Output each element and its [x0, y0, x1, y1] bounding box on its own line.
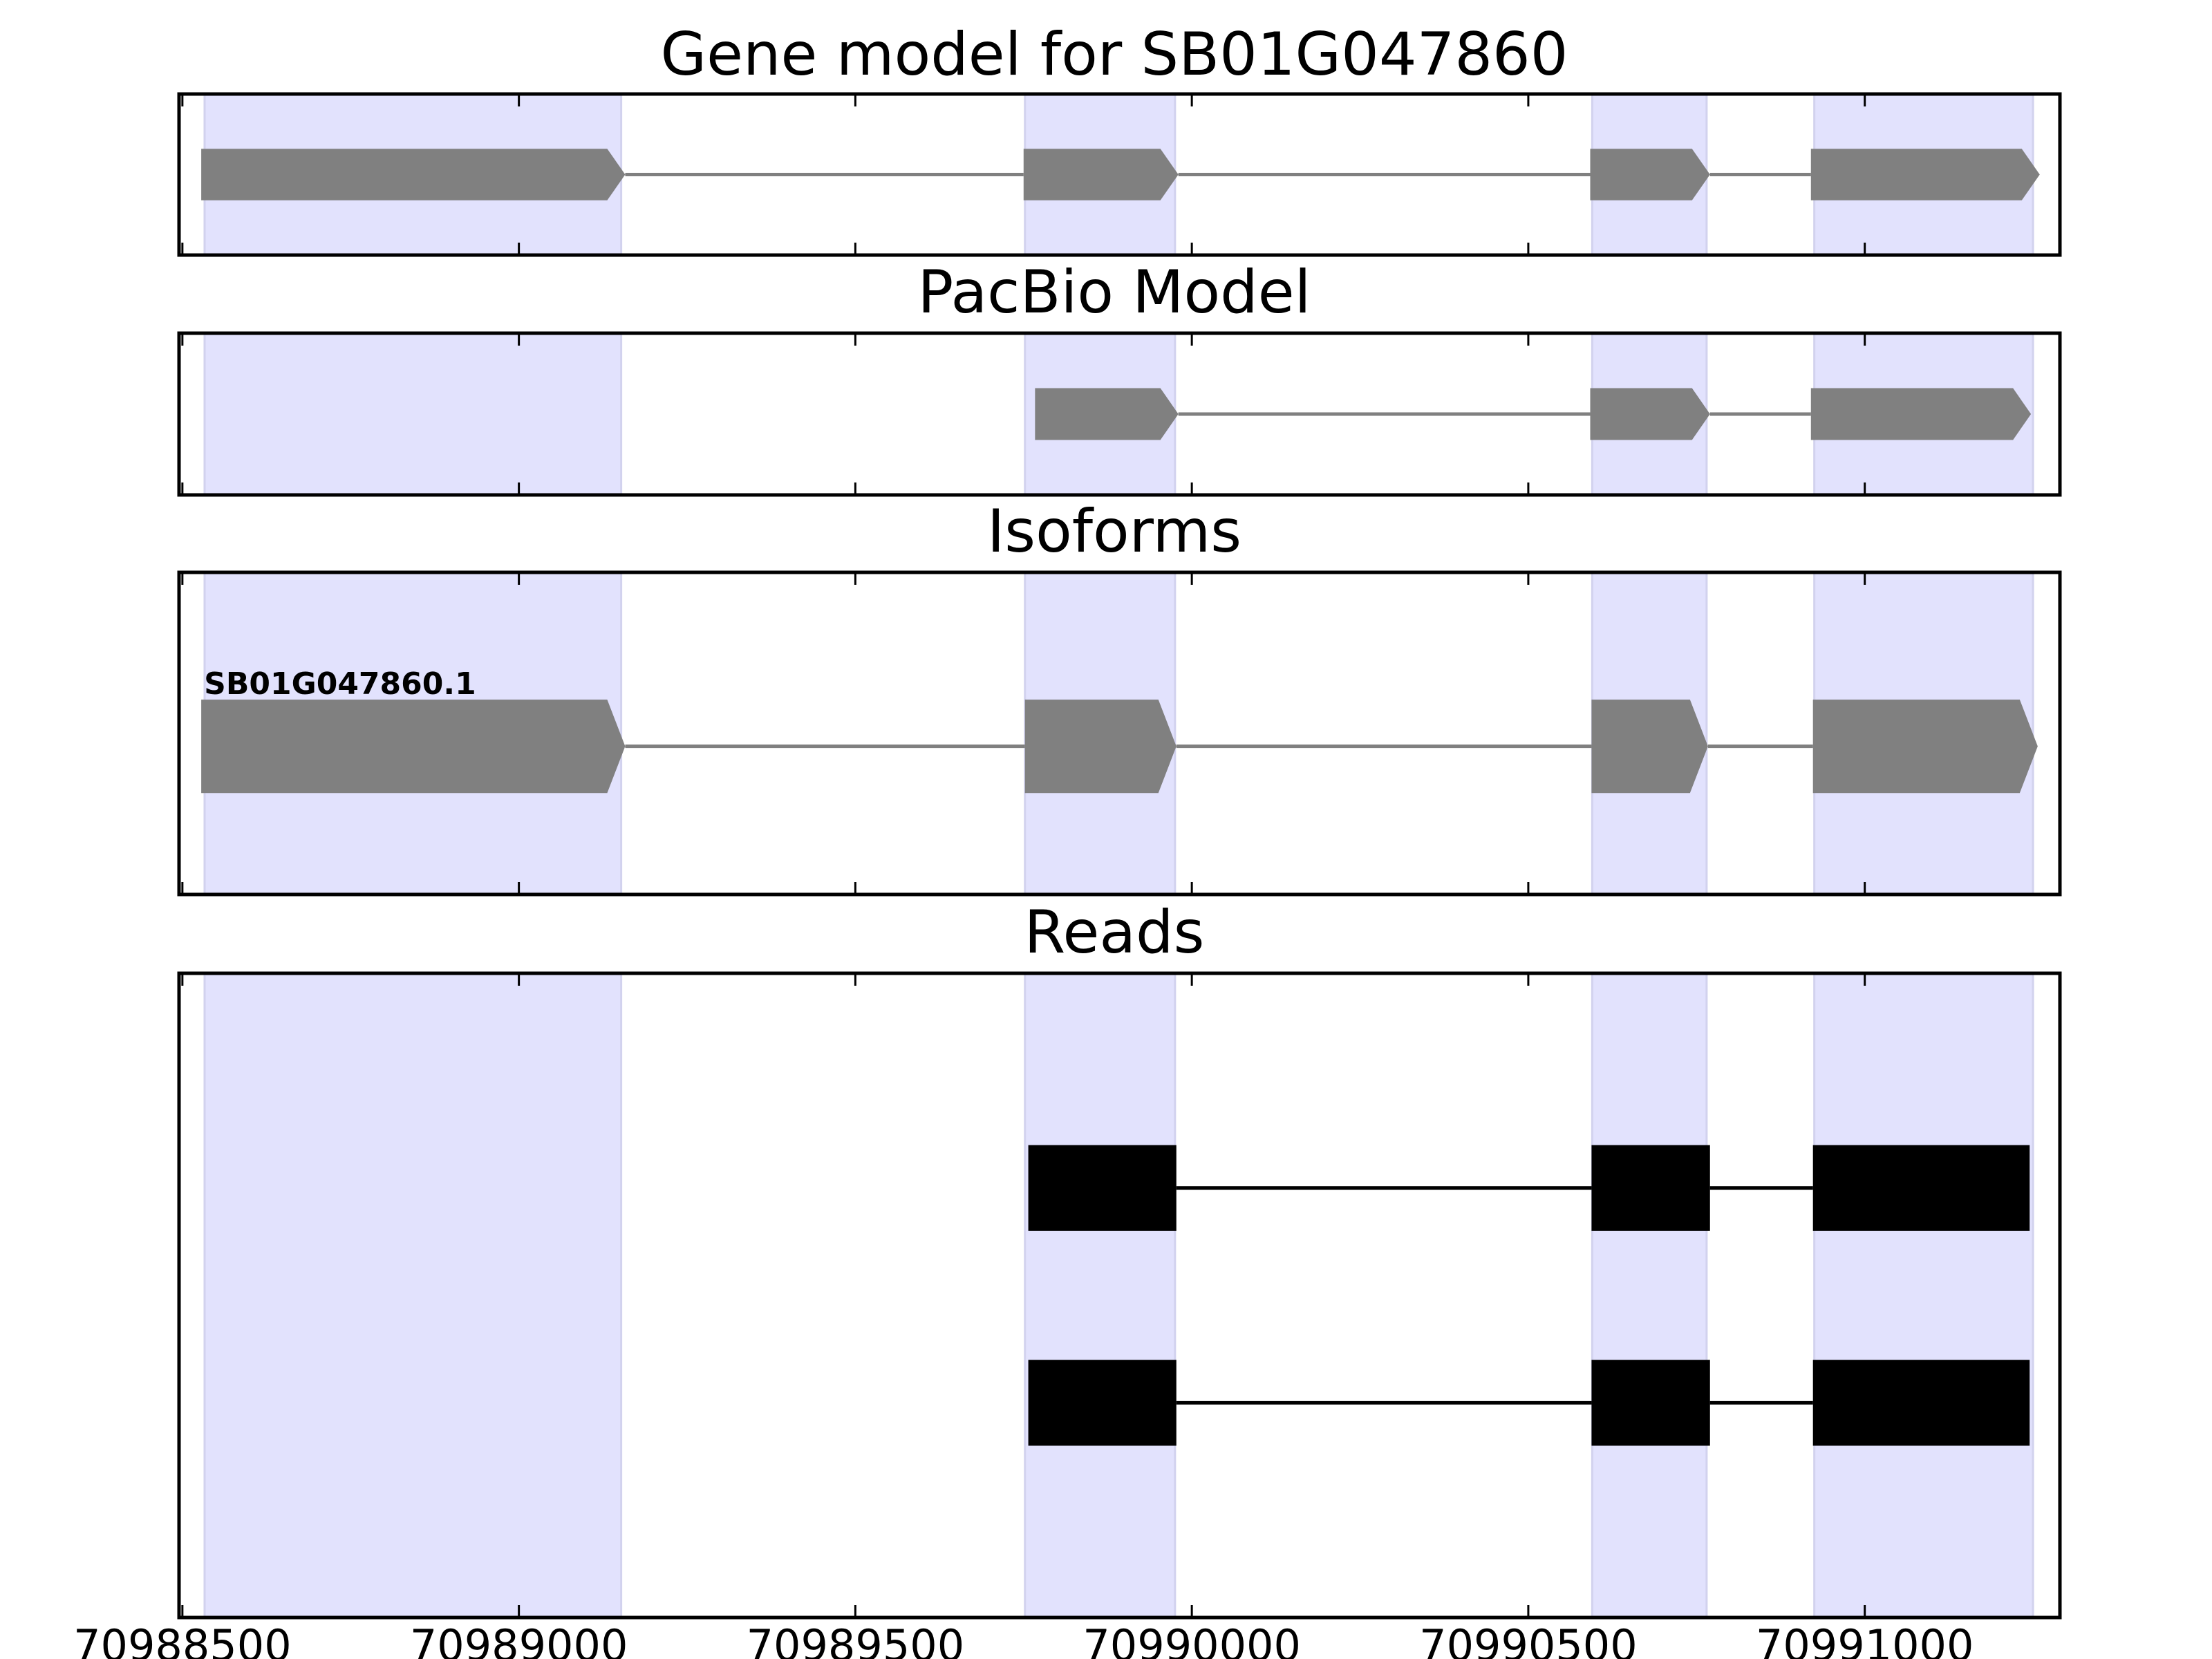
isoform-label: SB01G047860.1 — [204, 666, 476, 702]
exon-arrow — [1035, 388, 1179, 440]
read-exon-block — [1028, 1145, 1177, 1231]
panel-title-pacbio-model: PacBio Model — [917, 258, 1311, 327]
exon-highlight-band — [1813, 972, 2034, 1619]
x-tick-label: 70990000 — [1082, 1620, 1301, 1659]
panel-title-gene-model: Gene model for SB01G047860 — [661, 20, 1568, 89]
exon-arrow — [1810, 149, 2040, 200]
gene-model-plot-area — [177, 92, 2062, 257]
exon-highlight-band — [203, 972, 623, 1619]
exon-highlight-band — [203, 332, 623, 496]
x-axis-tick-labels: 70988500 70989000 70989500 70990000 70990500… — [73, 1620, 1974, 1659]
exon-arrow — [1812, 700, 2038, 794]
read-exon-block — [1812, 1145, 2030, 1231]
exon-arrow — [1590, 388, 1710, 440]
exon-highlight-band — [1024, 972, 1177, 1619]
exon-arrow — [201, 700, 626, 794]
x-tick-label: 70988500 — [73, 1620, 292, 1659]
read-exon-block — [1028, 1360, 1177, 1446]
panel-title-reads: Reads — [1024, 898, 1205, 967]
panel-isoforms: Isoforms SB01G047860.1 — [177, 497, 2062, 897]
panel-reads: Reads — [177, 898, 2062, 1620]
exon-arrow — [1024, 700, 1177, 794]
exon-arrow — [1023, 149, 1179, 200]
exon-arrow — [1591, 700, 1708, 794]
panel-pacbio-model: PacBio Model — [177, 258, 2062, 497]
isoforms-plot-area: SB01G047860.1 — [177, 570, 2062, 897]
axes-frame — [177, 971, 2062, 1620]
x-tick-label: 70989000 — [410, 1620, 628, 1659]
pacbio-model-plot-area — [177, 331, 2062, 497]
exon-arrow — [1810, 388, 2032, 440]
read-exon-block — [1812, 1360, 2030, 1446]
exon-arrow — [1590, 149, 1710, 200]
axes-frame — [177, 331, 2062, 497]
x-tick-label: 70990500 — [1419, 1620, 1638, 1659]
x-tick-label: 70991000 — [1756, 1620, 1974, 1659]
axes-frame — [177, 92, 2062, 257]
read-exon-block — [1591, 1360, 1710, 1446]
exon-arrow — [201, 149, 626, 200]
read-exon-block — [1591, 1145, 1710, 1231]
reads-plot-area — [177, 971, 2062, 1620]
exon-highlight-band — [1591, 972, 1708, 1619]
panel-gene-model: Gene model for SB01G047860 — [177, 20, 2062, 257]
x-tick-label: 70989500 — [747, 1620, 965, 1659]
axes-frame — [177, 570, 2062, 897]
panel-title-isoforms: Isoforms — [987, 497, 1241, 566]
